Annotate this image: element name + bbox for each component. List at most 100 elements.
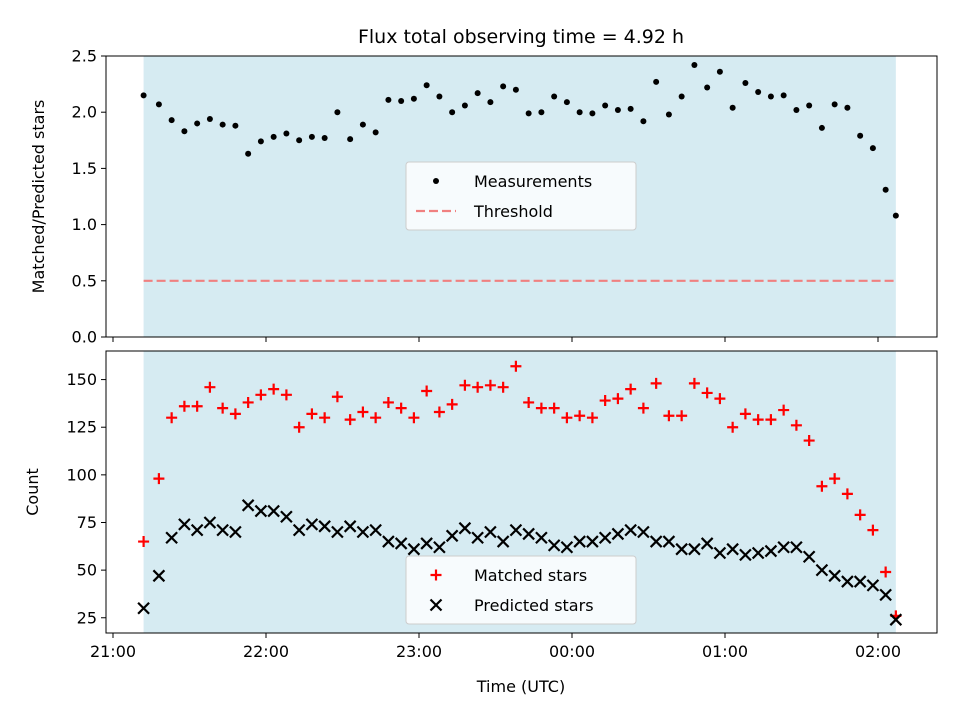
measurement-point <box>665 111 672 118</box>
predicted-star-marker <box>815 563 829 577</box>
y-tick-label: 150 <box>66 370 97 389</box>
count-panel: 25 50 75 100 125 150 21:00 22:00 23:00 00:00 01:00… <box>23 350 938 661</box>
matched-star-marker <box>446 398 458 410</box>
predicted-star-marker <box>624 523 637 537</box>
predicted-star-marker <box>866 579 880 592</box>
matched-star-marker <box>778 404 790 416</box>
predicted-star-marker <box>739 548 752 562</box>
measurement-point <box>576 109 583 116</box>
matched-star-marker <box>676 410 688 422</box>
x-tick-label: 02:00 <box>855 642 901 661</box>
predicted-star-marker <box>790 540 803 554</box>
measurement-point <box>640 118 647 125</box>
predicted-star-marker <box>713 546 727 560</box>
y-tick-label: 125 <box>66 418 97 437</box>
predicted-star-marker <box>458 521 472 535</box>
matched-star-marker <box>752 414 764 426</box>
measurement-point <box>257 138 264 145</box>
predicted-star-marker <box>190 523 204 537</box>
y-tick-label: 2.0 <box>72 103 97 122</box>
predicted-star-marker <box>586 535 599 548</box>
y-tick-label: 1.5 <box>72 159 97 178</box>
predicted-star-marker <box>611 527 625 541</box>
legend-label: Threshold <box>473 202 553 221</box>
measurement-point <box>347 136 354 143</box>
matched-star-marker <box>816 480 828 492</box>
matched-star-marker <box>854 509 866 521</box>
predicted-star-marker <box>331 525 344 539</box>
measurement-point <box>140 92 147 99</box>
x-tick-label: 21:00 <box>90 642 136 661</box>
matched-star-marker <box>280 389 292 401</box>
matched-star-marker <box>650 377 662 389</box>
measurement-point <box>461 102 468 109</box>
predicted-star-marker <box>853 575 867 588</box>
matched-star-marker <box>535 402 547 414</box>
measurement-point <box>755 88 762 95</box>
matched-star-marker <box>344 414 356 426</box>
predicted-star-marker <box>216 523 229 537</box>
predicted-star-marker <box>292 523 306 537</box>
matched-star-marker <box>599 395 611 407</box>
measurement-point <box>245 150 252 157</box>
legend-label: Predicted stars <box>474 596 594 615</box>
matched-star-marker <box>459 379 471 391</box>
predicted-star-marker <box>726 542 739 556</box>
measurement-point <box>716 68 723 75</box>
measurement-point <box>844 104 851 111</box>
legend-dot-marker <box>433 178 439 184</box>
predicted-star-marker <box>267 504 280 518</box>
measurement-point <box>398 97 405 104</box>
predicted-star-marker <box>178 518 191 531</box>
measurement-point <box>219 121 226 128</box>
measurement-point <box>589 110 596 117</box>
chart-title: Flux total observing time = 4.92 h <box>358 26 684 48</box>
y-tick-label: 25 <box>77 608 97 627</box>
matched-star-marker <box>242 396 254 408</box>
y-axis-label: Count <box>23 468 42 516</box>
matched-star-marker <box>306 408 318 420</box>
measurement-point <box>283 130 290 137</box>
legend-label: Measurements <box>474 172 592 191</box>
measurement-point <box>678 93 685 100</box>
predicted-star-marker <box>369 523 382 537</box>
matched-star-marker <box>625 383 637 395</box>
legend-x-marker <box>429 598 443 612</box>
matched-star-marker <box>510 360 522 372</box>
legend: Matched stars Predicted stars <box>405 555 637 625</box>
matched-star-marker <box>574 410 586 422</box>
measurement-point <box>232 122 239 129</box>
predicted-star-marker <box>280 510 293 524</box>
matched-star-marker <box>472 381 484 393</box>
matched-star-marker <box>765 414 777 426</box>
measurement-point <box>793 106 800 113</box>
matched-star-marker <box>204 381 216 393</box>
measurement-point <box>857 132 864 139</box>
measurement-point <box>729 104 736 111</box>
matched-star-marker <box>255 389 267 401</box>
predicted-star-marker <box>802 550 816 564</box>
matched-star-marker <box>637 402 649 414</box>
y-tick-label: 0.5 <box>72 271 97 290</box>
y-tick-label: 100 <box>66 465 97 484</box>
matched-star-marker <box>191 400 203 412</box>
measurement-point <box>206 115 213 122</box>
predicted-star-marker <box>879 588 892 602</box>
predicted-star-marker <box>535 531 548 545</box>
measurement-point <box>767 93 774 100</box>
predicted-star-marker <box>407 542 421 556</box>
measurement-point <box>308 133 315 140</box>
measurement-point <box>704 84 711 91</box>
predicted-star-marker <box>598 531 612 545</box>
matched-star-marker <box>138 536 150 548</box>
measurement-point <box>270 133 277 140</box>
matched-star-marker <box>357 406 369 418</box>
predicted-star-marker <box>318 520 331 533</box>
matched-star-marker <box>880 566 892 578</box>
predicted-star-marker <box>777 540 790 554</box>
measurement-point <box>742 79 749 86</box>
measurement-point <box>512 86 519 93</box>
legend: Measurements Threshold <box>405 161 637 231</box>
predicted-star-marker <box>484 525 497 539</box>
